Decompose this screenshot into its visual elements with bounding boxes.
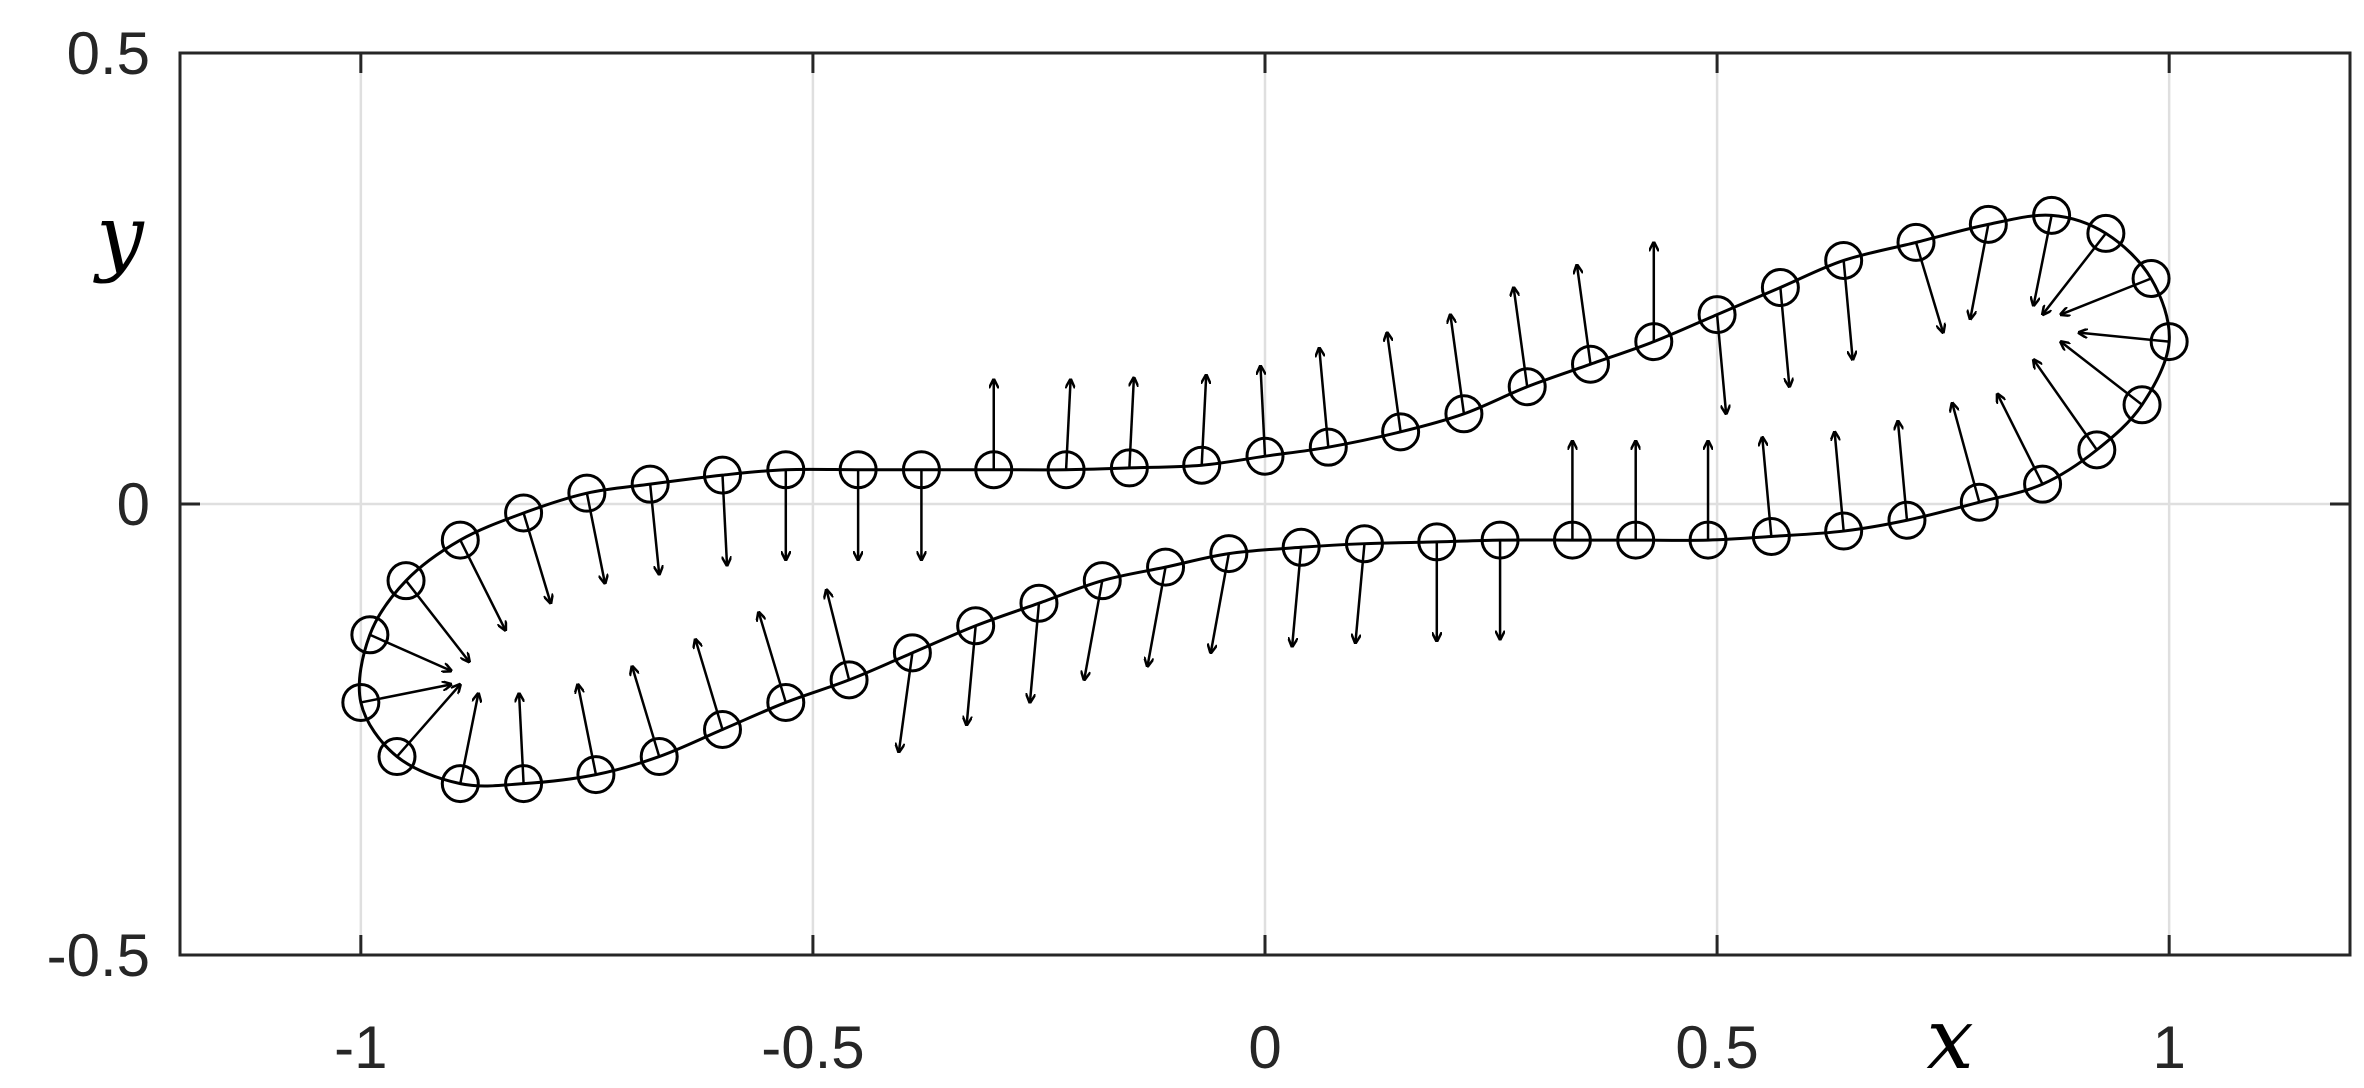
data-point bbox=[1182, 445, 1222, 485]
data-point bbox=[1209, 534, 1249, 574]
data-point bbox=[440, 764, 480, 804]
data-point bbox=[1245, 436, 1285, 476]
arrow bbox=[1914, 242, 1943, 332]
data-point bbox=[1634, 322, 1674, 362]
arrow bbox=[2079, 333, 2170, 343]
data-point bbox=[2023, 464, 2063, 504]
arrow bbox=[1200, 375, 1207, 466]
data-point bbox=[1616, 520, 1656, 560]
arrow bbox=[459, 693, 478, 784]
data-point bbox=[1417, 522, 1457, 562]
data-point bbox=[1082, 561, 1122, 601]
x-tick-label: -1 bbox=[334, 1014, 387, 1081]
data-point bbox=[350, 615, 390, 655]
data-point bbox=[1507, 367, 1547, 407]
data-point bbox=[1751, 516, 1791, 556]
x-tick-label: 0 bbox=[1248, 1014, 1281, 1081]
arrow bbox=[632, 666, 661, 757]
tick-marks bbox=[180, 51, 2350, 957]
data-point bbox=[504, 493, 544, 533]
arrow bbox=[759, 612, 787, 703]
arrow bbox=[2034, 215, 2053, 305]
data-point bbox=[630, 464, 670, 504]
data-point bbox=[1760, 268, 1800, 308]
y-tick-label: -0.5 bbox=[47, 922, 150, 989]
arrow bbox=[826, 590, 851, 681]
data-point bbox=[1146, 547, 1186, 587]
data-point bbox=[1959, 482, 1999, 522]
data-point bbox=[901, 450, 941, 490]
data-point bbox=[576, 755, 616, 795]
data-point bbox=[974, 450, 1014, 490]
data-point bbox=[504, 764, 544, 804]
arrow bbox=[721, 475, 728, 565]
data-point bbox=[766, 450, 806, 490]
arrow bbox=[648, 484, 659, 574]
data-point bbox=[1552, 520, 1592, 560]
data-point bbox=[829, 660, 869, 700]
data-point bbox=[341, 682, 381, 722]
data-point bbox=[1887, 500, 1927, 540]
arrow bbox=[578, 684, 598, 775]
x-tick-label: 0.5 bbox=[1675, 1014, 1758, 1081]
arrow bbox=[695, 639, 724, 730]
data-point bbox=[1571, 344, 1610, 384]
y-tick-label: 0.5 bbox=[67, 20, 150, 87]
data-point bbox=[956, 606, 996, 646]
data-point bbox=[1381, 412, 1421, 452]
arrow bbox=[396, 684, 460, 758]
x-tick-labels: -1 -0.5 0 0.5 1 bbox=[334, 1014, 2186, 1081]
data-point bbox=[766, 682, 806, 722]
closed-curve bbox=[357, 213, 2171, 788]
marker-series bbox=[341, 195, 2189, 804]
data-point bbox=[1019, 583, 1059, 623]
data-point bbox=[1824, 511, 1864, 551]
y-tick-labels: -0.5 0 0.5 bbox=[47, 20, 150, 989]
data-point bbox=[386, 561, 426, 601]
data-point bbox=[2131, 259, 2171, 298]
data-point bbox=[838, 450, 878, 490]
data-point bbox=[703, 710, 742, 749]
data-point bbox=[2077, 430, 2117, 470]
data-point bbox=[1688, 520, 1728, 560]
data-point bbox=[892, 633, 932, 673]
data-point bbox=[2149, 322, 2189, 362]
data-point bbox=[703, 455, 742, 495]
data-point bbox=[639, 737, 679, 777]
arrow bbox=[519, 693, 525, 784]
data-point bbox=[1308, 427, 1348, 467]
data-point bbox=[440, 520, 480, 560]
arrow bbox=[522, 512, 551, 603]
x-tick-label: -0.5 bbox=[761, 1014, 864, 1081]
x-axis-label: x bbox=[1926, 990, 1973, 1088]
data-point bbox=[377, 737, 417, 777]
arrow bbox=[360, 684, 451, 704]
arrow bbox=[369, 633, 451, 671]
y-tick-label: 0 bbox=[117, 471, 150, 538]
data-point bbox=[1109, 448, 1149, 488]
data-point bbox=[2086, 213, 2126, 253]
data-point bbox=[1046, 450, 1086, 490]
data-point bbox=[1896, 222, 1936, 262]
data-point bbox=[567, 473, 607, 513]
data-point bbox=[2122, 385, 2162, 425]
arrow bbox=[1970, 224, 1990, 319]
data-point bbox=[1824, 240, 1864, 280]
data-point bbox=[1281, 527, 1321, 567]
data-point bbox=[1968, 204, 2008, 244]
data-point bbox=[1480, 520, 1520, 560]
arrow bbox=[2061, 277, 2152, 315]
data-point bbox=[2032, 195, 2072, 235]
y-axis-label: y bbox=[92, 187, 145, 285]
data-point bbox=[1697, 295, 1737, 335]
arrow bbox=[1128, 378, 1134, 468]
arrow bbox=[585, 492, 605, 583]
x-tick-label: 1 bbox=[2152, 1014, 2185, 1081]
arrow bbox=[1064, 380, 1071, 470]
data-point bbox=[1444, 394, 1484, 434]
arrow bbox=[1260, 366, 1267, 457]
data-point bbox=[1344, 524, 1384, 564]
